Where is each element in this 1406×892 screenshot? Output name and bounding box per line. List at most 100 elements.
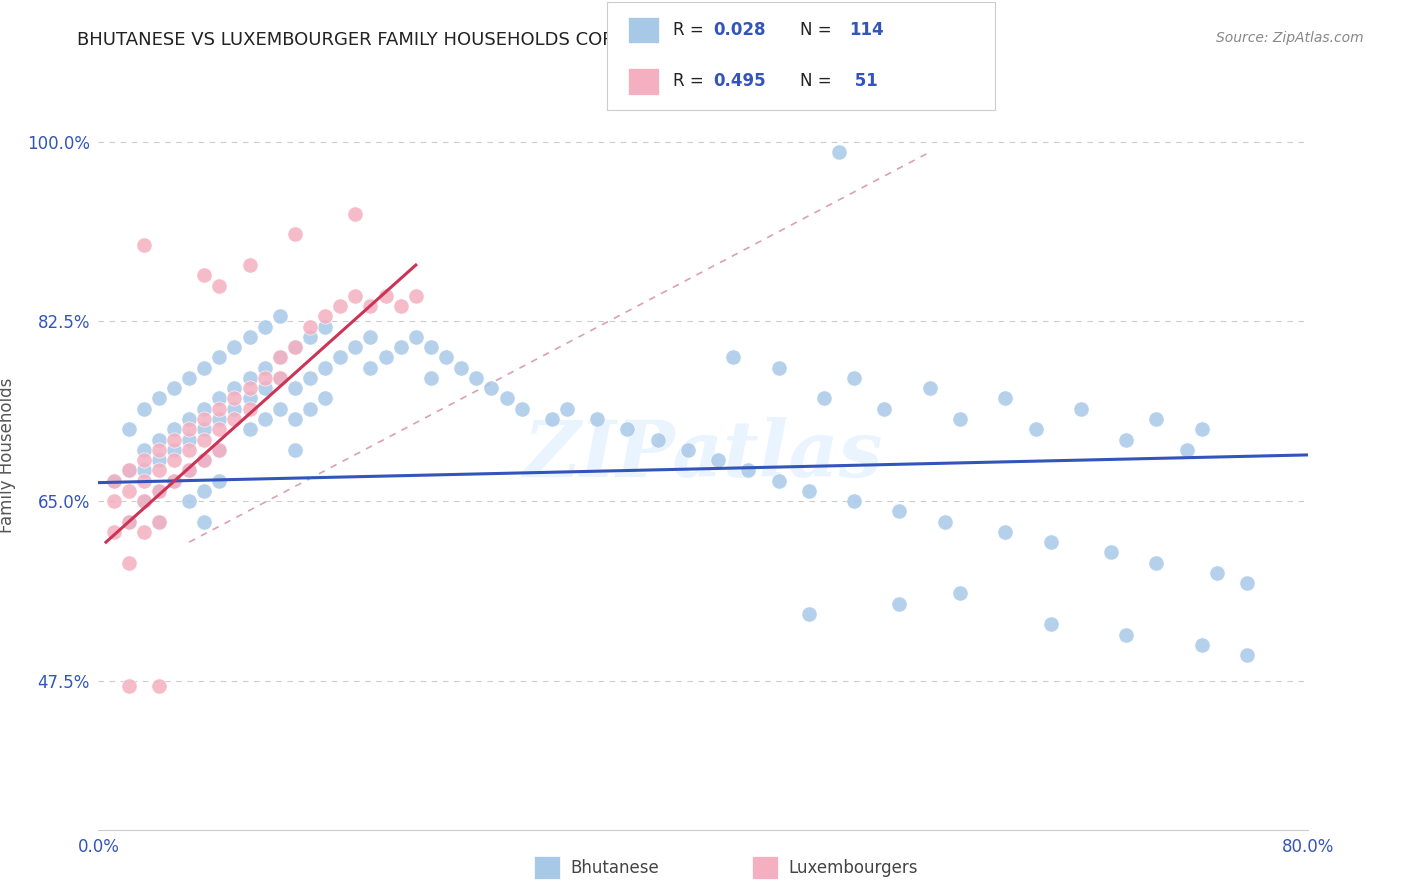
Text: 114: 114 xyxy=(849,21,884,39)
Point xyxy=(118,463,141,477)
Y-axis label: Family Households: Family Households xyxy=(0,377,15,533)
Point xyxy=(797,607,820,621)
Point xyxy=(253,360,276,375)
Point xyxy=(193,401,215,416)
Point xyxy=(994,524,1017,539)
Point xyxy=(434,351,457,365)
Point xyxy=(193,360,215,375)
Point xyxy=(132,401,155,416)
Point xyxy=(224,340,246,354)
Point xyxy=(163,474,186,488)
Point xyxy=(163,422,186,436)
Point xyxy=(103,474,125,488)
Point xyxy=(148,679,170,693)
Point xyxy=(193,412,215,426)
Point xyxy=(284,340,307,354)
Text: ZIPatlas: ZIPatlas xyxy=(523,417,883,493)
Point xyxy=(299,319,322,334)
Point xyxy=(1175,442,1198,457)
Point xyxy=(737,463,759,477)
Point xyxy=(103,474,125,488)
Point xyxy=(647,433,669,447)
Point xyxy=(284,340,307,354)
Point xyxy=(420,371,443,385)
Point xyxy=(1191,422,1213,436)
Point xyxy=(253,381,276,395)
Point xyxy=(224,392,246,406)
Point xyxy=(179,371,201,385)
Point xyxy=(193,268,215,283)
Point xyxy=(768,474,790,488)
Point xyxy=(1144,556,1167,570)
Point xyxy=(103,494,125,508)
Point xyxy=(224,401,246,416)
Point xyxy=(118,515,141,529)
Point xyxy=(132,474,155,488)
Point xyxy=(360,299,382,313)
Point xyxy=(586,412,609,426)
Text: R =: R = xyxy=(673,21,710,39)
Point xyxy=(269,310,291,324)
Point xyxy=(1206,566,1229,580)
Point xyxy=(132,494,155,508)
Point xyxy=(344,289,367,303)
Point xyxy=(329,299,352,313)
Point xyxy=(1191,638,1213,652)
Point xyxy=(465,371,488,385)
Point xyxy=(1039,535,1062,549)
Point xyxy=(148,463,170,477)
Point xyxy=(208,278,231,293)
Point xyxy=(132,463,155,477)
Point xyxy=(420,340,443,354)
Point xyxy=(299,401,322,416)
Point xyxy=(1070,401,1092,416)
Point xyxy=(844,371,866,385)
Point xyxy=(284,227,307,242)
Point xyxy=(1099,545,1122,559)
Point xyxy=(450,360,472,375)
Point xyxy=(208,401,231,416)
Point xyxy=(163,474,186,488)
Point xyxy=(193,483,215,498)
Point xyxy=(239,401,262,416)
Text: Bhutanese: Bhutanese xyxy=(571,859,659,877)
Point xyxy=(314,360,336,375)
Point xyxy=(179,412,201,426)
Point xyxy=(239,422,262,436)
Point xyxy=(994,392,1017,406)
Point xyxy=(118,463,141,477)
Point xyxy=(344,207,367,221)
Point xyxy=(179,433,201,447)
Point xyxy=(118,679,141,693)
Point xyxy=(934,515,956,529)
Point xyxy=(389,340,412,354)
Text: 0.495: 0.495 xyxy=(713,72,765,90)
Point xyxy=(269,351,291,365)
Point xyxy=(1039,617,1062,632)
Point xyxy=(1144,412,1167,426)
Point xyxy=(118,422,141,436)
Point xyxy=(208,412,231,426)
Point xyxy=(284,412,307,426)
Point xyxy=(148,515,170,529)
Point xyxy=(148,392,170,406)
Text: R =: R = xyxy=(673,72,710,90)
Point xyxy=(224,412,246,426)
Point xyxy=(208,474,231,488)
Point xyxy=(374,351,396,365)
Point xyxy=(193,433,215,447)
Point xyxy=(768,360,790,375)
Point xyxy=(239,381,262,395)
Text: Luxembourgers: Luxembourgers xyxy=(789,859,918,877)
Point xyxy=(314,392,336,406)
Point xyxy=(495,392,517,406)
Point xyxy=(813,392,835,406)
Point xyxy=(163,442,186,457)
Point xyxy=(208,442,231,457)
Point xyxy=(889,597,911,611)
Point xyxy=(179,463,201,477)
Point xyxy=(949,586,972,600)
Point xyxy=(179,494,201,508)
Point xyxy=(163,381,186,395)
Point xyxy=(148,453,170,467)
